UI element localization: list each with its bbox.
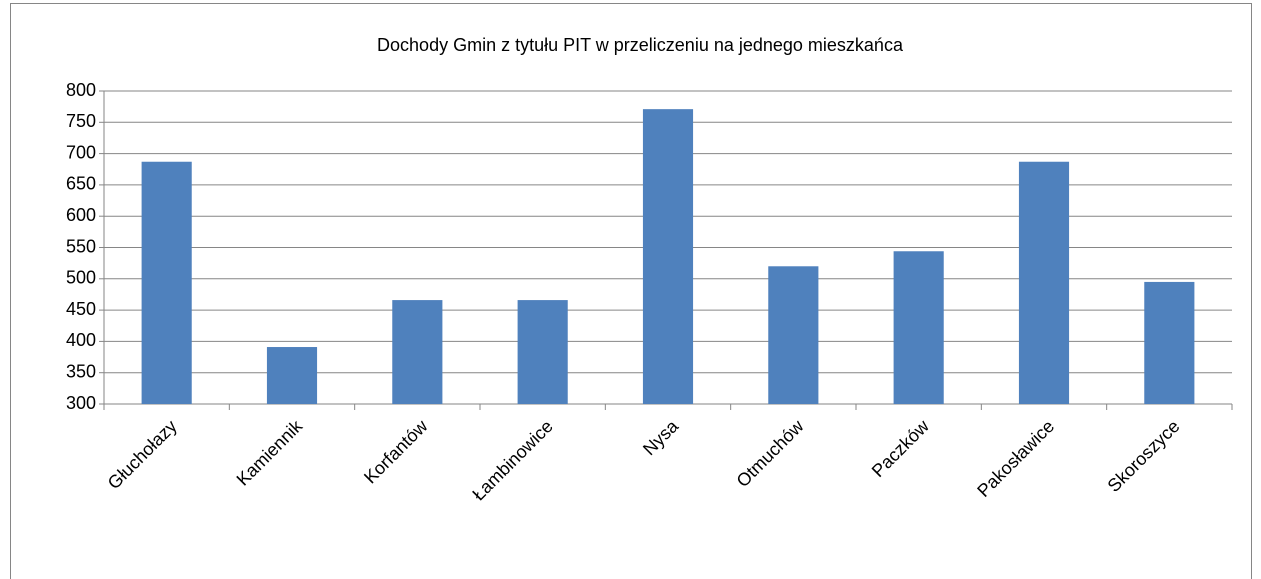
y-tick-label: 500 [66, 268, 96, 288]
bar [1018, 161, 1070, 404]
y-tick-label: 700 [66, 142, 96, 162]
y-tick-label: 400 [66, 330, 96, 350]
bar [266, 347, 318, 404]
bar [392, 300, 443, 404]
y-tick-label: 650 [66, 174, 96, 194]
bar [1144, 281, 1195, 404]
y-tick-label: 600 [66, 205, 96, 225]
y-tick-label: 750 [66, 111, 96, 131]
bar [768, 266, 819, 404]
y-tick-label: 300 [66, 393, 96, 413]
bar [141, 161, 192, 404]
bar [642, 109, 694, 405]
chart-title: Dochody Gmin z tytułu PIT w przeliczeniu… [377, 35, 904, 55]
bar [517, 300, 568, 404]
y-tick-label: 450 [66, 299, 96, 319]
bar [893, 251, 944, 404]
y-tick-label: 800 [66, 80, 96, 100]
y-tick-label: 550 [66, 236, 96, 256]
y-tick-label: 350 [66, 361, 96, 381]
